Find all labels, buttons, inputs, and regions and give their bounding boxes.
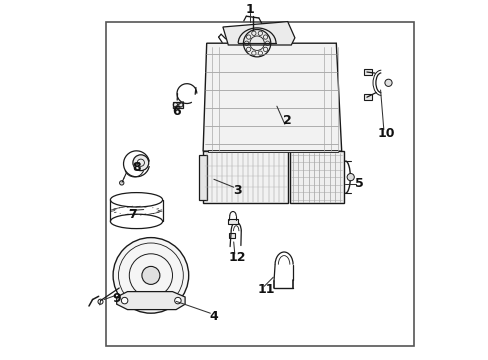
Polygon shape bbox=[203, 43, 341, 151]
Text: 12: 12 bbox=[228, 251, 245, 264]
Circle shape bbox=[120, 181, 123, 185]
Text: 6: 6 bbox=[171, 105, 180, 118]
Text: 9: 9 bbox=[112, 292, 121, 305]
Text: 8: 8 bbox=[132, 161, 141, 174]
Text: 10: 10 bbox=[377, 127, 395, 140]
Circle shape bbox=[142, 266, 160, 284]
Text: 11: 11 bbox=[257, 283, 274, 296]
Bar bbox=[364, 69, 371, 75]
Circle shape bbox=[133, 155, 148, 171]
Bar bbox=[203, 151, 287, 203]
Circle shape bbox=[113, 238, 188, 313]
Bar bbox=[199, 155, 206, 200]
Polygon shape bbox=[117, 292, 185, 310]
Text: 5: 5 bbox=[355, 177, 364, 190]
Bar bbox=[172, 102, 183, 108]
Polygon shape bbox=[223, 22, 294, 45]
Text: 7: 7 bbox=[128, 208, 137, 221]
Text: 4: 4 bbox=[209, 310, 218, 323]
Text: 1: 1 bbox=[245, 3, 254, 15]
Circle shape bbox=[121, 297, 127, 304]
Bar bbox=[289, 151, 343, 203]
Text: 2: 2 bbox=[283, 114, 291, 127]
Bar bbox=[364, 94, 371, 100]
Circle shape bbox=[174, 297, 181, 304]
Polygon shape bbox=[208, 150, 337, 152]
Circle shape bbox=[384, 79, 391, 86]
Bar bbox=[228, 219, 238, 224]
Bar bbox=[229, 233, 235, 238]
Circle shape bbox=[346, 174, 354, 181]
Bar bbox=[106, 22, 413, 346]
Text: 3: 3 bbox=[232, 184, 241, 197]
